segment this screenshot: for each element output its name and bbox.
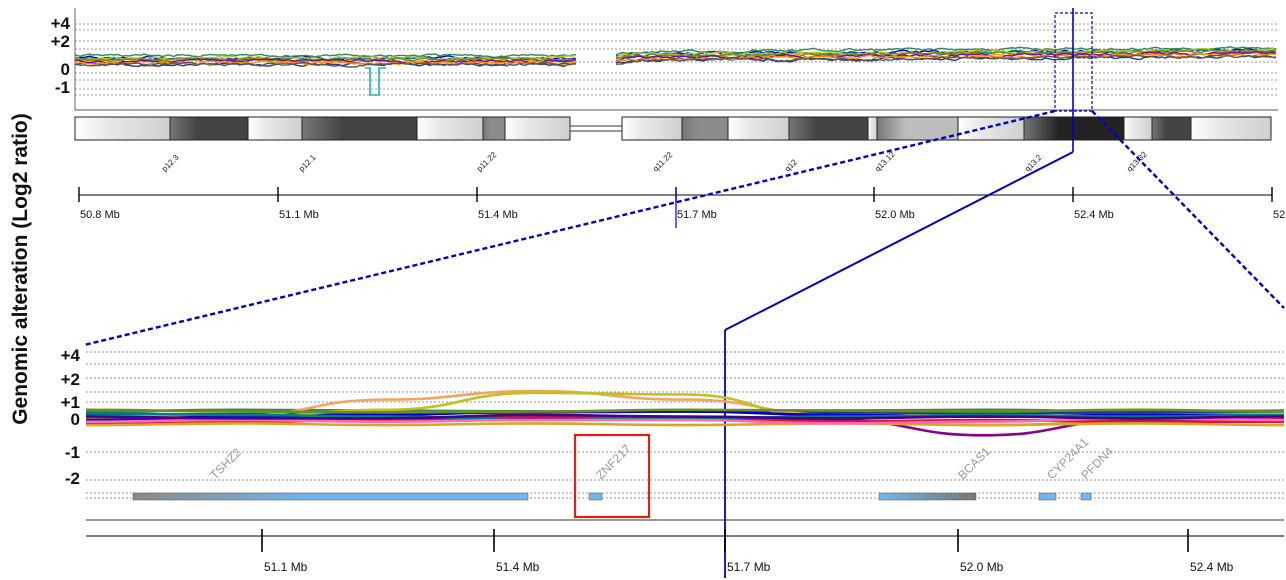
overview-series-line xyxy=(615,46,1277,56)
y-tick-label: -1 xyxy=(65,443,80,462)
gene-label: BCAS1 xyxy=(955,444,993,482)
cytoband-q13-31 xyxy=(1123,116,1153,141)
detail-series-line xyxy=(85,413,1285,420)
x-tick-label: 52.4 Mb xyxy=(1190,560,1234,574)
x-tick-label: 52.7 xyxy=(1273,209,1286,221)
detail-series-line xyxy=(85,411,1285,422)
detail-x-axis: 51.1 Mb 51.4 Mb 51.7 Mb 52.0 Mb 52.4 Mb xyxy=(86,529,1284,574)
x-tick-label: 51.4 Mb xyxy=(496,560,540,574)
y-tick-label: +4 xyxy=(61,346,81,365)
zoom-window xyxy=(1054,12,1093,112)
deletion-dip xyxy=(365,67,386,96)
y-tick-label: -1 xyxy=(55,78,70,97)
detail-series-line xyxy=(85,422,1285,427)
x-tick-label: 51.1 Mb xyxy=(264,560,308,574)
cytoband-p12-1 xyxy=(301,116,418,141)
detail-gridlines xyxy=(86,351,1284,521)
zoom-connector-right xyxy=(1091,110,1285,309)
cytoband-label: q13.2 xyxy=(1023,153,1044,174)
overview-series-line xyxy=(74,53,577,59)
cytoband-q11-22 xyxy=(681,116,729,141)
y-tick-label: +1 xyxy=(61,393,80,412)
x-tick-label: 51.7 Mb xyxy=(727,560,771,574)
zoom-connector-solid xyxy=(724,151,1074,331)
overview-x-axis: 50.8 Mb 51.1 Mb 51.4 Mb 51.7 Mb 52.0 Mb 52.4 … xyxy=(78,187,1286,228)
detail-series-line xyxy=(85,408,1285,414)
gene-ZNF217 xyxy=(588,492,603,501)
cytoband-label: p11.22 xyxy=(475,150,499,174)
gene-PFDN4 xyxy=(1080,492,1092,501)
y-tick-label: -2 xyxy=(65,469,80,488)
cytoband-label: q12 xyxy=(783,157,799,173)
cytoband-labels: p12.3 p12.1 p11.22 q11.22 q12 q13.12 q13.2 q13.… xyxy=(160,149,1149,173)
cytoband-label: p12.3 xyxy=(160,153,181,174)
cytoband-q11-23 xyxy=(727,116,790,141)
overview-gridlines xyxy=(74,8,1278,111)
x-tick-label: 51.1 Mb xyxy=(279,209,319,221)
y-axis-label: Genomic alteration (Log2 ratio) xyxy=(9,113,32,425)
cytoband-q13-33 xyxy=(1190,116,1272,141)
cytoband-q12 xyxy=(788,116,869,141)
y-tick-label: 0 xyxy=(61,60,70,79)
cytoband-q13-11 xyxy=(867,116,878,141)
cytoband-label: q11.22 xyxy=(651,150,675,174)
gene-CYP24A1 xyxy=(1038,492,1057,501)
gene-TSHZ2 xyxy=(132,492,529,501)
detail-series xyxy=(85,389,1285,437)
cytoband-p11-21 xyxy=(504,116,571,141)
centromere xyxy=(569,125,623,132)
gene-BCAS1 xyxy=(878,492,977,501)
x-tick-label: 52.0 Mb xyxy=(875,209,915,221)
cytoband-p11-22 xyxy=(482,116,506,141)
overview-series-line xyxy=(615,47,1277,59)
overview-series-line xyxy=(616,49,1277,59)
x-tick-label: 52.0 Mb xyxy=(960,560,1004,574)
y-tick-label: +2 xyxy=(61,370,80,389)
cytoband-q11-21 xyxy=(621,116,683,141)
x-tick-label: 52.4 Mb xyxy=(1074,209,1114,221)
cytoband-label: q13.12 xyxy=(873,149,897,173)
x-tick-label: 51.7 Mb xyxy=(677,209,717,221)
cytoband-label: p12.1 xyxy=(297,153,318,174)
overview-series xyxy=(74,46,1277,96)
x-tick-label: 51.4 Mb xyxy=(478,209,518,221)
cytoband-label: q13.32 xyxy=(1125,149,1149,173)
y-tick-label: +2 xyxy=(51,32,70,51)
overview-series-line xyxy=(615,53,1277,65)
y-tick-label: +4 xyxy=(51,14,71,33)
cytoband-p11-23 xyxy=(416,116,484,141)
gene-label: ZNF217 xyxy=(593,441,634,482)
overview-series-line xyxy=(75,61,577,68)
overview-y-tick-labels: +4+2 0-1 xyxy=(51,14,71,97)
cytoband-q13-32 xyxy=(1151,116,1192,141)
cytoband-p12-2 xyxy=(247,116,303,141)
detail-y-tick-labels: +4 +2 +10 -1 -2 xyxy=(61,346,81,488)
gene-highlight-box xyxy=(573,433,651,519)
y-tick-label: 0 xyxy=(71,410,80,429)
gene-label: TSHZ2 xyxy=(207,445,244,482)
x-tick-label: 50.8 Mb xyxy=(80,209,120,221)
cytoband-p12-3 xyxy=(169,116,249,141)
zoom-connector-left xyxy=(83,109,1056,347)
chromosome-ideogram xyxy=(74,116,1272,141)
cytoband-p12-3 xyxy=(74,116,171,141)
overview-series-line xyxy=(74,57,577,65)
